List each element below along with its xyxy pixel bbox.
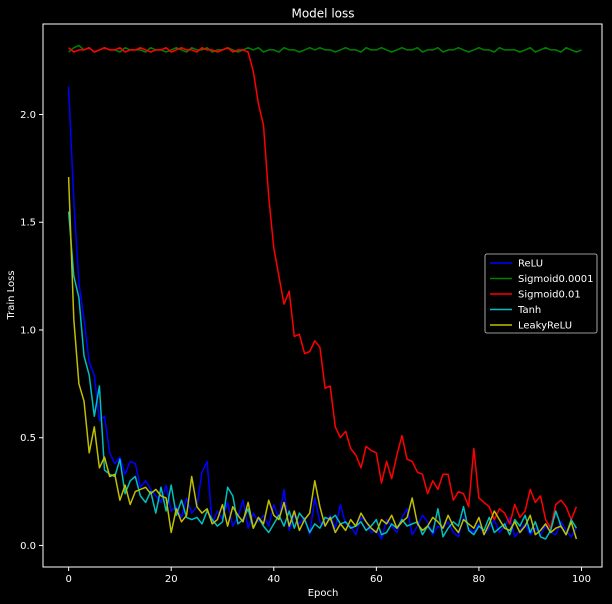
legend: ReLU Sigmoid0.0001 Sigmoid0.01 Tanh LeakyReL…	[484, 253, 598, 334]
series-line-leakyrelu	[67, 176, 578, 540]
y-axis-ticks: 0.0 0.5 1.0 1.5 2.0	[20, 110, 43, 552]
x-tick-label: 80	[473, 574, 486, 585]
y-tick-label: 2.0	[20, 110, 36, 121]
legend-label: Sigmoid0.01	[518, 290, 581, 301]
series-line-sigmoid0-0001	[68, 44, 582, 53]
x-tick-label: 60	[370, 574, 383, 585]
x-tick-label: 0	[65, 574, 71, 585]
x-axis-label: Epoch	[308, 588, 339, 599]
legend-label: LeakyReLU	[518, 321, 572, 332]
legend-box	[484, 253, 598, 334]
x-axis-ticks: 0 20 40 60 80 100	[65, 567, 591, 585]
legend-label: Tanh	[517, 305, 541, 316]
legend-label: Sigmoid0.0001	[518, 274, 593, 285]
series-lines	[67, 44, 582, 540]
y-tick-label: 1.0	[20, 325, 36, 336]
x-tick-label: 20	[165, 574, 178, 585]
y-tick-label: 0.0	[20, 541, 36, 552]
y-axis-label: Train Loss	[6, 270, 17, 320]
chart-title: Model loss	[291, 7, 354, 21]
legend-label: ReLU	[518, 259, 543, 270]
x-tick-label: 100	[572, 574, 591, 585]
series-line-tanh	[67, 211, 578, 540]
series-line-sigmoid0-01	[68, 46, 578, 529]
y-tick-label: 1.5	[20, 218, 36, 229]
plot-frame	[42, 23, 603, 568]
y-tick-label: 0.5	[20, 433, 36, 444]
x-tick-label: 40	[267, 574, 280, 585]
